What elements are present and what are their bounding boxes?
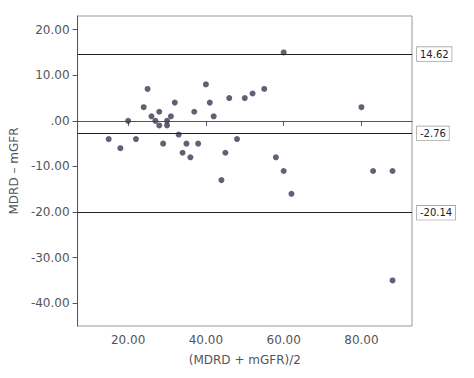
svg-text:-20.14: -20.14	[420, 207, 452, 218]
svg-text:14.62: 14.62	[420, 49, 449, 60]
svg-text:-30.00: -30.00	[31, 251, 70, 265]
svg-text:60.00: 60.00	[266, 333, 300, 347]
svg-text:-40.00: -40.00	[31, 296, 70, 310]
svg-text:-2.76: -2.76	[420, 128, 446, 139]
svg-text:80.00: 80.00	[344, 333, 378, 347]
svg-text:20.00: 20.00	[111, 333, 145, 347]
svg-text:-10.00: -10.00	[31, 159, 70, 173]
svg-text:-20.00: -20.00	[31, 205, 70, 219]
svg-text:MDRD – mGFR: MDRD – mGFR	[7, 127, 21, 214]
svg-text:10.00: 10.00	[35, 68, 69, 82]
svg-text:20.00: 20.00	[35, 23, 69, 37]
svg-text:(MDRD + mGFR)/2: (MDRD + mGFR)/2	[189, 353, 301, 367]
svg-text:40.00: 40.00	[189, 333, 223, 347]
svg-text:.00: .00	[50, 114, 69, 128]
